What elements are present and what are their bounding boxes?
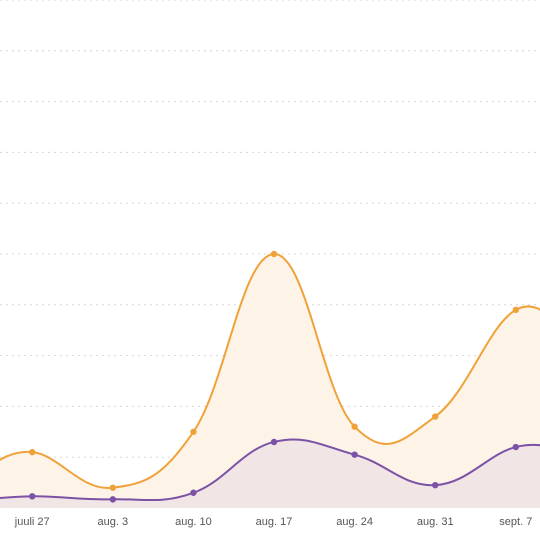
series-1-point[interactable] [351, 451, 358, 458]
series-1-area [0, 439, 540, 508]
x-tick-label: juuli 27 [14, 516, 50, 528]
series-0-area [0, 253, 540, 508]
series-0-point[interactable] [190, 428, 197, 435]
x-axis-ticks: juuli 27 aug. 3 aug. 10 aug. 17 aug. 24 aug. … [14, 516, 533, 528]
series-1-point[interactable] [270, 438, 278, 446]
series-0-point[interactable] [270, 250, 278, 258]
series-0-point[interactable] [512, 306, 520, 314]
series-1-point[interactable] [109, 496, 117, 503]
x-tick-label: aug. 10 [175, 516, 212, 528]
series-0-point[interactable] [432, 413, 439, 420]
series-0-point[interactable] [109, 484, 117, 491]
x-tick-label: aug. 24 [336, 516, 373, 528]
x-tick-label: sept. 7 [499, 516, 532, 528]
series-0-point[interactable] [29, 448, 36, 456]
x-tick-label: aug. 17 [256, 516, 293, 528]
x-tick-label: aug. 31 [417, 516, 454, 528]
x-tick-label: aug. 3 [98, 516, 129, 528]
series-1-point[interactable] [512, 443, 520, 451]
series-0-point[interactable] [351, 423, 358, 430]
series-1-point[interactable] [190, 489, 197, 496]
series-1-point[interactable] [432, 481, 439, 489]
series-areas [0, 253, 540, 508]
series-1-point[interactable] [29, 493, 36, 500]
series-points [29, 250, 520, 503]
